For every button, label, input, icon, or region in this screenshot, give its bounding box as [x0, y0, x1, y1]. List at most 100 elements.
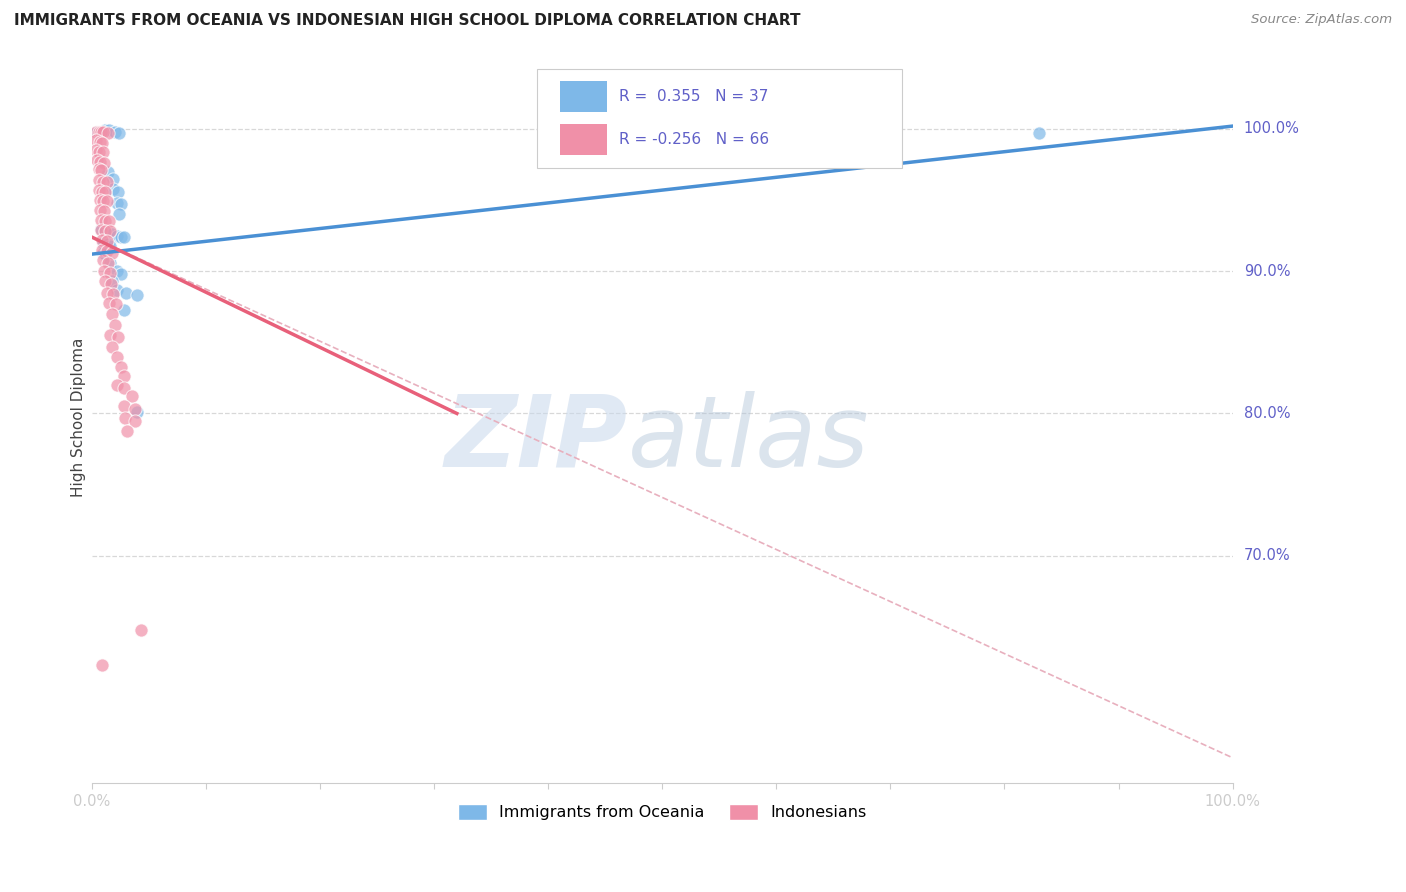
Point: [89, 135, 111, 149]
Point: [110, 230, 132, 244]
Point: [87, 183, 110, 197]
Point: [90, 125, 112, 139]
Point: [91, 245, 114, 260]
Point: [86, 153, 108, 168]
Point: [107, 185, 129, 199]
Point: [97, 295, 120, 310]
Text: 90.0%: 90.0%: [1244, 264, 1291, 278]
Point: [127, 288, 149, 302]
Point: [91, 136, 114, 150]
Point: [91, 235, 114, 250]
Point: [90, 213, 112, 227]
Point: [97, 123, 120, 137]
Point: [101, 245, 124, 260]
Point: [91, 658, 114, 673]
Y-axis label: High School Diploma: High School Diploma: [72, 337, 86, 497]
Point: [91, 185, 114, 199]
Point: [90, 163, 112, 178]
Point: [108, 126, 131, 140]
Point: [103, 182, 125, 196]
Point: [86, 125, 108, 139]
Point: [93, 204, 115, 219]
Point: [96, 194, 118, 209]
Point: [98, 238, 121, 252]
Point: [91, 194, 114, 209]
Point: [110, 197, 132, 211]
Point: [87, 173, 110, 187]
FancyBboxPatch shape: [560, 124, 607, 154]
Point: [101, 307, 124, 321]
Point: [124, 402, 146, 417]
Point: [91, 233, 114, 247]
Text: atlas: atlas: [628, 391, 869, 488]
Point: [105, 283, 128, 297]
Point: [127, 405, 149, 419]
Point: [98, 224, 121, 238]
Text: 100.0%: 100.0%: [1244, 121, 1299, 136]
Point: [90, 223, 112, 237]
Point: [97, 255, 120, 269]
Point: [124, 414, 146, 428]
Text: IMMIGRANTS FROM OCEANIA VS INDONESIAN HIGH SCHOOL DIPLOMA CORRELATION CHART: IMMIGRANTS FROM OCEANIA VS INDONESIAN HI…: [14, 13, 800, 29]
Text: Source: ZipAtlas.com: Source: ZipAtlas.com: [1251, 13, 1392, 27]
Point: [765, 125, 787, 139]
Point: [115, 424, 138, 438]
Point: [105, 228, 128, 243]
FancyBboxPatch shape: [560, 81, 607, 112]
Point: [105, 350, 128, 364]
Point: [89, 193, 111, 207]
Point: [107, 329, 129, 343]
Point: [112, 369, 135, 384]
Point: [87, 125, 110, 139]
Point: [112, 381, 135, 395]
Point: [97, 214, 120, 228]
Point: [91, 125, 114, 139]
Point: [87, 161, 110, 176]
Point: [108, 207, 131, 221]
Point: [97, 237, 120, 252]
Point: [104, 125, 127, 139]
Point: [96, 235, 118, 249]
Point: [115, 285, 138, 300]
Point: [91, 243, 114, 257]
Text: ZIP: ZIP: [444, 391, 628, 488]
Point: [97, 226, 120, 240]
Point: [93, 264, 115, 278]
Legend: Immigrants from Oceania, Indonesians: Immigrants from Oceania, Indonesians: [451, 797, 873, 827]
Point: [101, 227, 124, 242]
Point: [100, 277, 122, 291]
Point: [91, 175, 114, 189]
Point: [98, 328, 121, 343]
Text: 70.0%: 70.0%: [1244, 549, 1291, 563]
Point: [94, 214, 117, 228]
Point: [96, 175, 118, 189]
Point: [94, 224, 117, 238]
Point: [114, 410, 136, 425]
Point: [87, 145, 110, 159]
Point: [97, 126, 120, 140]
Point: [91, 145, 114, 159]
Point: [112, 302, 135, 317]
Point: [105, 264, 128, 278]
Point: [96, 244, 118, 259]
Point: [94, 185, 117, 199]
Text: R =  0.355   N = 37: R = 0.355 N = 37: [619, 89, 768, 104]
Point: [89, 154, 111, 169]
Text: 80.0%: 80.0%: [1244, 406, 1291, 421]
Point: [91, 252, 114, 267]
Point: [101, 340, 124, 354]
Point: [110, 359, 132, 374]
Point: [98, 255, 121, 269]
Point: [103, 287, 125, 301]
Point: [86, 125, 108, 139]
Point: [93, 156, 115, 170]
Point: [97, 164, 120, 178]
Point: [105, 195, 128, 210]
Point: [104, 297, 127, 311]
Point: [94, 123, 117, 137]
Point: [121, 389, 143, 403]
FancyBboxPatch shape: [537, 69, 901, 168]
Point: [104, 318, 127, 333]
Point: [103, 171, 125, 186]
Point: [89, 202, 111, 217]
